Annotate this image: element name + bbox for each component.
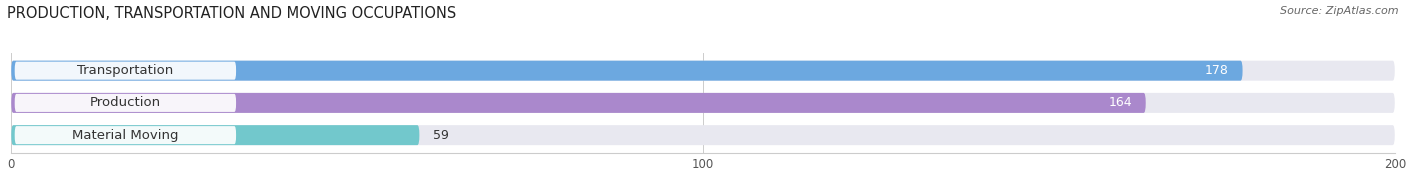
Text: Transportation: Transportation bbox=[77, 64, 173, 77]
FancyBboxPatch shape bbox=[11, 61, 1243, 81]
FancyBboxPatch shape bbox=[14, 62, 236, 80]
Text: 178: 178 bbox=[1205, 64, 1229, 77]
Text: Production: Production bbox=[90, 96, 160, 109]
FancyBboxPatch shape bbox=[11, 125, 419, 145]
FancyBboxPatch shape bbox=[14, 126, 236, 144]
FancyBboxPatch shape bbox=[11, 93, 1395, 113]
FancyBboxPatch shape bbox=[11, 93, 1146, 113]
FancyBboxPatch shape bbox=[11, 61, 1395, 81]
Text: 164: 164 bbox=[1108, 96, 1132, 109]
Text: Source: ZipAtlas.com: Source: ZipAtlas.com bbox=[1281, 6, 1399, 16]
Text: 59: 59 bbox=[433, 129, 449, 142]
FancyBboxPatch shape bbox=[14, 94, 236, 112]
Text: Material Moving: Material Moving bbox=[72, 129, 179, 142]
Text: PRODUCTION, TRANSPORTATION AND MOVING OCCUPATIONS: PRODUCTION, TRANSPORTATION AND MOVING OC… bbox=[7, 6, 457, 21]
FancyBboxPatch shape bbox=[11, 125, 1395, 145]
